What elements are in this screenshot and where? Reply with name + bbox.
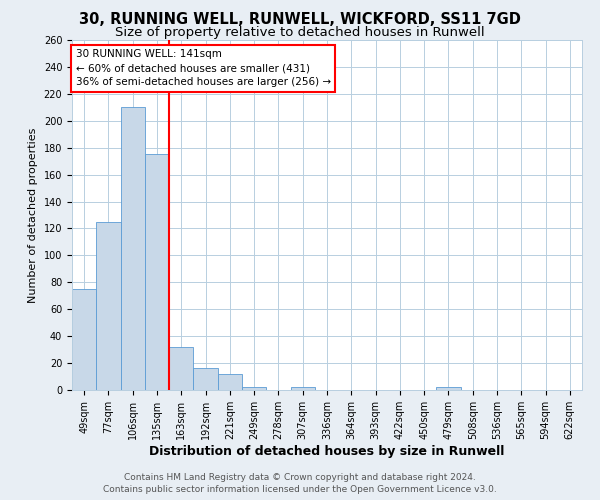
Text: Contains HM Land Registry data © Crown copyright and database right 2024.
Contai: Contains HM Land Registry data © Crown c… (103, 472, 497, 494)
Y-axis label: Number of detached properties: Number of detached properties (28, 128, 38, 302)
Bar (436, 388, 461, 390)
Bar (242, 388, 266, 390)
Bar (72, 289, 96, 390)
Bar (290, 388, 315, 390)
Text: 30, RUNNING WELL, RUNWELL, WICKFORD, SS11 7GD: 30, RUNNING WELL, RUNWELL, WICKFORD, SS1… (79, 12, 521, 28)
Text: Size of property relative to detached houses in Runwell: Size of property relative to detached ho… (115, 26, 485, 39)
Bar (121, 108, 145, 390)
X-axis label: Distribution of detached houses by size in Runwell: Distribution of detached houses by size … (149, 444, 505, 458)
Bar (169, 347, 193, 390)
Bar (145, 154, 169, 390)
Bar (193, 368, 218, 390)
Bar (96, 222, 121, 390)
Bar (218, 374, 242, 390)
Text: 30 RUNNING WELL: 141sqm
← 60% of detached houses are smaller (431)
36% of semi-d: 30 RUNNING WELL: 141sqm ← 60% of detache… (76, 50, 331, 88)
